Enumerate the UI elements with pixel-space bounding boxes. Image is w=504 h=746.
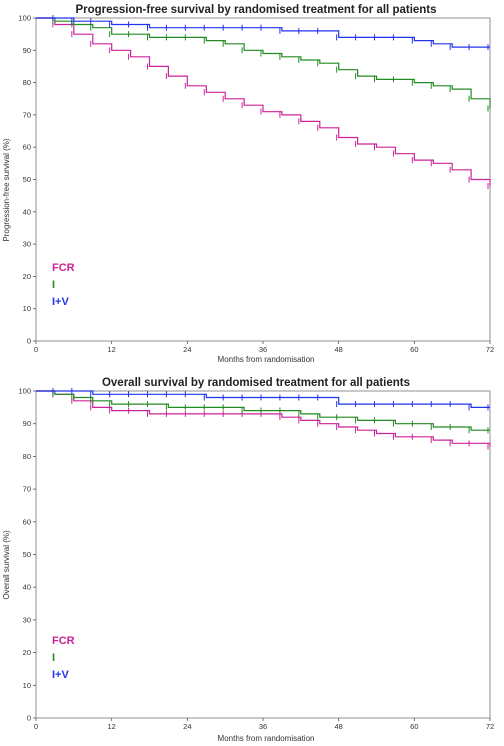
x-axis-label: Months from randomisation	[218, 734, 315, 743]
pfs-chart: Progression-free survival by randomised …	[2, 4, 494, 364]
y-tick-label: 20	[23, 648, 31, 657]
x-tick-label: 48	[334, 345, 342, 354]
x-tick-label: 0	[34, 722, 38, 731]
y-tick-label: 90	[23, 419, 31, 428]
x-tick-label: 0	[34, 345, 38, 354]
y-tick-label: 60	[23, 143, 31, 152]
y-tick-label: 50	[23, 175, 31, 184]
x-tick-label: 72	[486, 722, 494, 731]
y-tick-label: 90	[23, 46, 31, 55]
x-tick-label: 12	[107, 722, 115, 731]
survival-curve-fcr	[36, 390, 491, 447]
y-tick-label: 70	[23, 110, 31, 119]
y-tick-label: 0	[27, 714, 31, 723]
y-tick-label: 30	[23, 615, 31, 624]
y-tick-label: 0	[27, 337, 31, 346]
os-chart: Overall survival by randomised treatment…	[2, 377, 494, 743]
legend-label-fcr: FCR	[52, 262, 75, 274]
legend-label-i: I	[52, 279, 55, 291]
y-tick-label: 60	[23, 517, 31, 526]
x-axis-label: Months from randomisation	[218, 355, 315, 364]
y-tick-label: 100	[18, 14, 31, 23]
y-tick-label: 70	[23, 485, 31, 494]
plot-frame	[35, 17, 491, 342]
x-tick-label: 24	[183, 722, 191, 731]
survival-curve-i	[36, 390, 490, 431]
y-tick-label: 30	[23, 240, 31, 249]
y-tick-label: 40	[23, 207, 31, 216]
survival-curve-i-v	[36, 17, 490, 48]
chart-title: Overall survival by randomised treatment…	[102, 377, 410, 389]
y-tick-label: 80	[23, 78, 31, 87]
x-tick-label: 36	[259, 345, 267, 354]
y-tick-label: 20	[23, 272, 31, 281]
legend-label-iv: I+V	[52, 296, 69, 308]
y-axis-label: Progression-free survival (%)	[2, 138, 11, 241]
x-tick-label: 48	[334, 722, 342, 731]
y-tick-label: 80	[23, 452, 31, 461]
y-tick-label: 40	[23, 583, 31, 592]
pfs-chart-panel: Progression-free survival by randomised …	[2, 4, 494, 364]
legend-label-i: I	[52, 652, 55, 664]
plot-frame	[35, 390, 491, 719]
survival-curve-fcr	[36, 17, 491, 186]
y-tick-label: 50	[23, 550, 31, 559]
legend-label-fcr: FCR	[52, 635, 75, 647]
survival-curve-i-v	[36, 390, 490, 408]
x-tick-label: 72	[486, 345, 494, 354]
survival-curve-i	[36, 17, 491, 109]
y-tick-label: 10	[23, 304, 31, 313]
y-tick-label: 10	[23, 681, 31, 690]
legend-label-iv: I+V	[52, 669, 69, 681]
x-tick-label: 24	[183, 345, 191, 354]
x-tick-label: 12	[107, 345, 115, 354]
x-tick-label: 36	[259, 722, 267, 731]
y-axis-label: Overall survival (%)	[2, 530, 11, 600]
x-tick-label: 60	[410, 722, 418, 731]
x-tick-label: 60	[410, 345, 418, 354]
os-chart-panel: Overall survival by randomised treatment…	[0, 373, 504, 746]
chart-title: Progression-free survival by randomised …	[75, 4, 436, 16]
y-tick-label: 100	[18, 387, 31, 396]
